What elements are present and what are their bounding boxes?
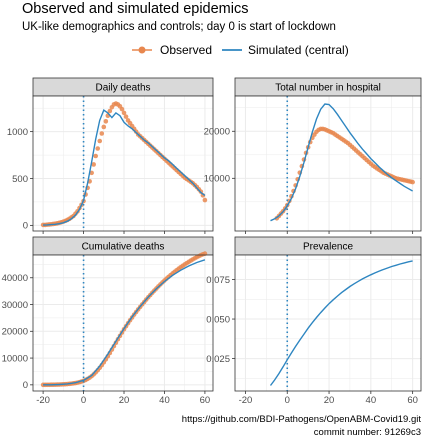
facet-strip-label: Daily deaths xyxy=(95,83,150,94)
y-tick-label: 10000 xyxy=(2,353,28,364)
panel-daily-deaths: Daily deaths 0 500 1000 xyxy=(7,77,214,234)
panel-prevalence: Prevalence 0.025 0.050 0.075 -20 0 20 40 60 xyxy=(206,236,422,406)
chart-title: Observed and simulated epidemics xyxy=(22,1,249,17)
simulated-line xyxy=(43,259,206,386)
observed-point xyxy=(93,153,98,159)
y-tick-label: 500 xyxy=(12,174,28,185)
y-tick-label: 40000 xyxy=(2,273,28,284)
observed-point xyxy=(99,131,105,136)
y-tick-label: 0.075 xyxy=(206,275,230,286)
x-tick-label: 0 xyxy=(285,395,290,406)
observed-point xyxy=(107,108,113,114)
x-tick-label: 20 xyxy=(119,395,130,406)
legend-observed-label: Observed xyxy=(160,43,212,57)
facet-panels: Daily deaths 0 500 1000 Total number in hosp… xyxy=(2,77,422,406)
x-tick-label: 40 xyxy=(159,395,170,406)
x-tick-label: 60 xyxy=(200,395,211,406)
simulated-line xyxy=(270,103,413,222)
y-tick-label: 0.025 xyxy=(206,354,230,365)
observed-point xyxy=(123,114,129,119)
facet-strip-label: Cumulative deaths xyxy=(82,242,165,253)
x-tick-label: 40 xyxy=(366,395,377,406)
observed-point xyxy=(95,146,101,151)
x-tick-label: 0 xyxy=(81,395,86,406)
y-tick-label: 10000 xyxy=(204,174,230,185)
x-tick-label: -20 xyxy=(239,395,253,406)
simulated-line xyxy=(269,260,413,386)
x-tick-label: 60 xyxy=(407,395,418,406)
y-tick-label: 30000 xyxy=(2,300,28,311)
observed-point xyxy=(91,162,96,167)
y-tick-label: 0.050 xyxy=(206,314,230,325)
panel-border xyxy=(32,254,214,392)
y-tick-label: 20000 xyxy=(204,127,230,138)
y-tick-label: 1000 xyxy=(7,127,28,138)
x-tick-label: 20 xyxy=(324,395,335,406)
y-tick-label: 20000 xyxy=(2,327,28,338)
y-tick-label: 0 xyxy=(23,380,28,391)
x-tick-label: -20 xyxy=(36,395,50,406)
observed-point xyxy=(89,170,94,176)
plot-area xyxy=(235,255,421,391)
panel-border xyxy=(234,254,422,392)
observed-point xyxy=(119,106,125,112)
panel-border xyxy=(234,95,422,232)
plot-area xyxy=(33,96,213,231)
legend: Observed Simulated (central) xyxy=(132,43,349,57)
plot-area xyxy=(235,96,421,231)
observed-point xyxy=(103,119,109,124)
panel-hospital: Total number in hospital 10000 20000 xyxy=(204,77,422,234)
observed-point xyxy=(97,138,103,144)
observed-point xyxy=(101,124,107,130)
panel-border xyxy=(32,95,214,232)
observed-point xyxy=(202,197,208,203)
plot-area xyxy=(33,255,213,391)
observed-point xyxy=(121,110,127,116)
caption-repo-url: https://github.com/BDI-Pathogens/OpenABM… xyxy=(181,414,421,425)
observed-point xyxy=(410,179,415,185)
simulated-line xyxy=(43,109,206,226)
caption-commit: commit number: 91269c3 xyxy=(313,427,421,438)
panel-cumulative-deaths: Cumulative deaths 0 10000 20000 30000 40000 -2… xyxy=(2,236,214,406)
facet-strip-label: Total number in hospital xyxy=(275,83,381,94)
facet-strip-label: Prevalence xyxy=(303,242,353,253)
y-tick-label: 0 xyxy=(23,221,28,232)
chart-subtitle: UK-like demographics and controls; day 0… xyxy=(22,21,336,33)
legend-simulated-label: Simulated (central) xyxy=(248,43,349,57)
